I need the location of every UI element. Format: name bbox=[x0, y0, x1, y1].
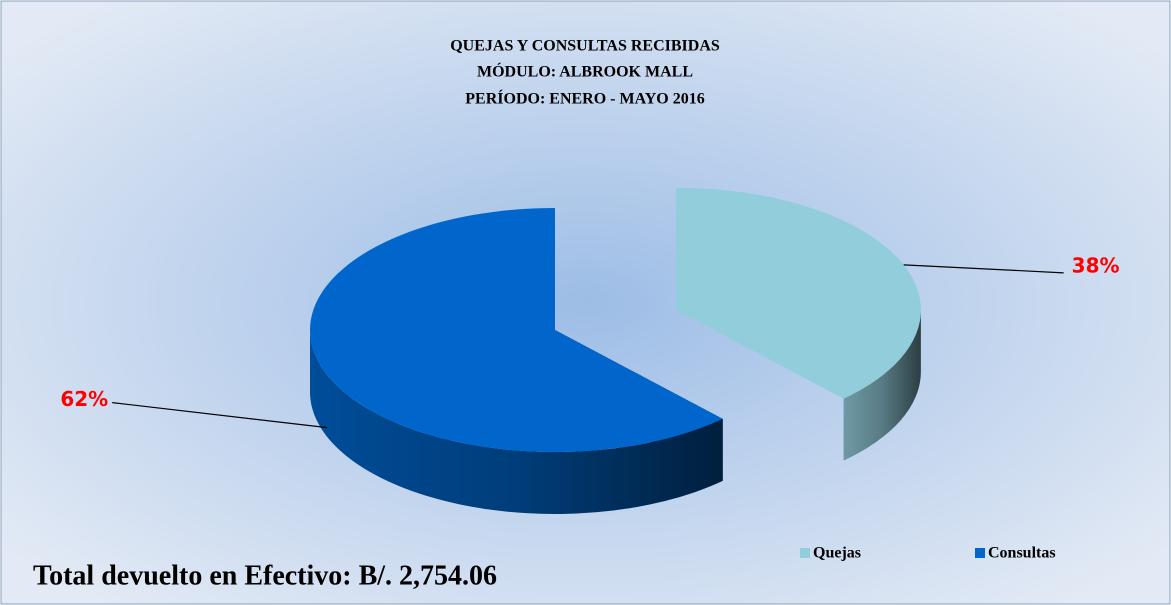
chart-title: QUEJAS Y CONSULTAS RECIBIDAS bbox=[450, 38, 720, 55]
leader-line bbox=[112, 402, 328, 429]
slice-side bbox=[843, 309, 921, 461]
legend-label: Consultas bbox=[988, 545, 1056, 562]
slice bbox=[675, 187, 921, 399]
data-label: 62% bbox=[60, 387, 108, 411]
slice bbox=[310, 208, 723, 452]
chart-title: PERÍODO: ENERO - MAYO 2016 bbox=[465, 89, 704, 108]
slice-side bbox=[310, 330, 723, 514]
legend-label: Quejas bbox=[813, 545, 861, 562]
legend-swatch bbox=[800, 548, 810, 558]
annotation: Total devuelto en Efectivo: B/. 2,754.06 bbox=[33, 560, 497, 591]
legend-swatch bbox=[975, 548, 985, 558]
data-label: 38% bbox=[1072, 253, 1120, 277]
leader-line bbox=[903, 264, 1064, 274]
chart-title: MÓDULO: ALBROOK MALL bbox=[477, 62, 693, 81]
